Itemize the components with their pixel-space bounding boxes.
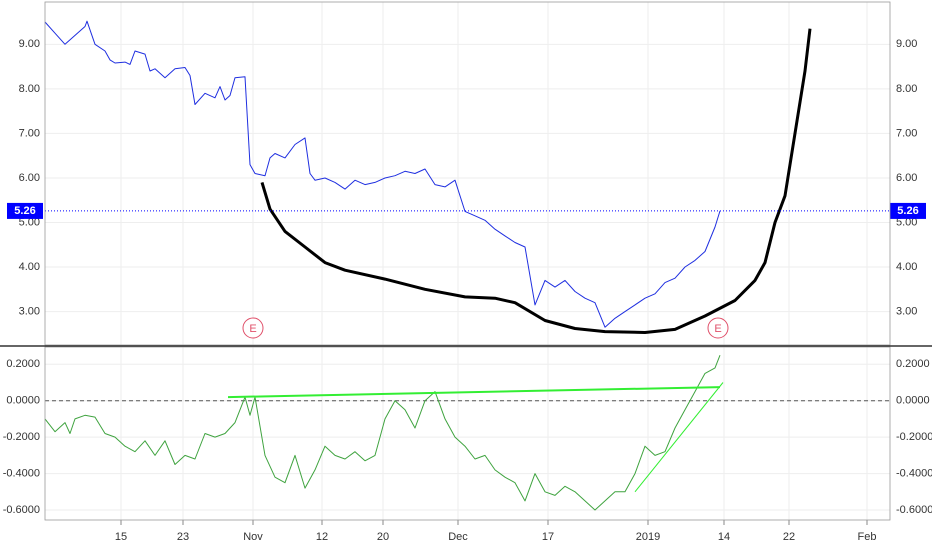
last-price-label: 5.26 — [14, 205, 35, 217]
y-tick-label-right: 4.00 — [896, 261, 917, 273]
y-tick-label-right: 0.2000 — [896, 358, 930, 370]
x-tick-label: 12 — [316, 531, 328, 543]
y-tick-label-right: 7.00 — [896, 127, 917, 139]
series-line — [634, 382, 724, 493]
y-tick-label-right: 9.00 — [896, 38, 917, 50]
x-tick-label: Nov — [243, 531, 263, 543]
x-tick-label: Dec — [448, 531, 468, 543]
y-tick-label: 7.00 — [19, 127, 40, 139]
x-tick-label: 2019 — [636, 531, 660, 543]
series-line — [44, 20, 721, 328]
last-price-box-right — [890, 202, 926, 219]
x-tick-label: 23 — [177, 531, 189, 543]
y-tick-label: 3.00 — [19, 305, 40, 317]
y-tick-label: -0.6000 — [3, 504, 40, 516]
y-tick-label-right: -0.4000 — [896, 467, 932, 479]
y-tick-label: -0.4000 — [3, 467, 40, 479]
x-tick-label: 17 — [542, 531, 554, 543]
y-tick-label: 6.00 — [19, 172, 40, 184]
y-tick-label-right: 8.00 — [896, 83, 917, 95]
x-tick-label: 20 — [377, 531, 389, 543]
x-tick-label: 22 — [783, 531, 795, 543]
y-tick-label-right: 0.0000 — [896, 395, 930, 407]
x-tick-label: 15 — [115, 531, 127, 543]
event-label: E — [714, 323, 721, 335]
series-line — [227, 386, 721, 399]
y-tick-label-right: 3.00 — [896, 305, 917, 317]
series-line — [260, 28, 812, 334]
last-price-label-right: 5.26 — [897, 205, 918, 217]
y-tick-label: 0.0000 — [6, 395, 40, 407]
y-tick-label: 9.00 — [19, 38, 40, 50]
series-line — [44, 355, 721, 511]
y-tick-label: -0.2000 — [3, 431, 40, 443]
event-marker — [707, 317, 729, 339]
event-label: E — [249, 323, 256, 335]
event-marker — [242, 317, 264, 339]
y-tick-label-right: -0.6000 — [896, 504, 932, 516]
y-tick-label-right: 6.00 — [896, 172, 917, 184]
panel-frame — [44, 1, 891, 346]
y-tick-label-right: -0.2000 — [896, 431, 932, 443]
y-tick-label: 0.2000 — [6, 358, 40, 370]
x-tick-label: Feb — [858, 531, 877, 543]
y-tick-label-right: 5.00 — [896, 216, 917, 228]
y-tick-label: 8.00 — [19, 83, 40, 95]
y-tick-label: 5.00 — [19, 216, 40, 228]
y-tick-label: 4.00 — [19, 261, 40, 273]
panel-frame — [44, 346, 891, 521]
last-price-box — [7, 202, 43, 219]
x-tick-label: 14 — [718, 531, 730, 543]
